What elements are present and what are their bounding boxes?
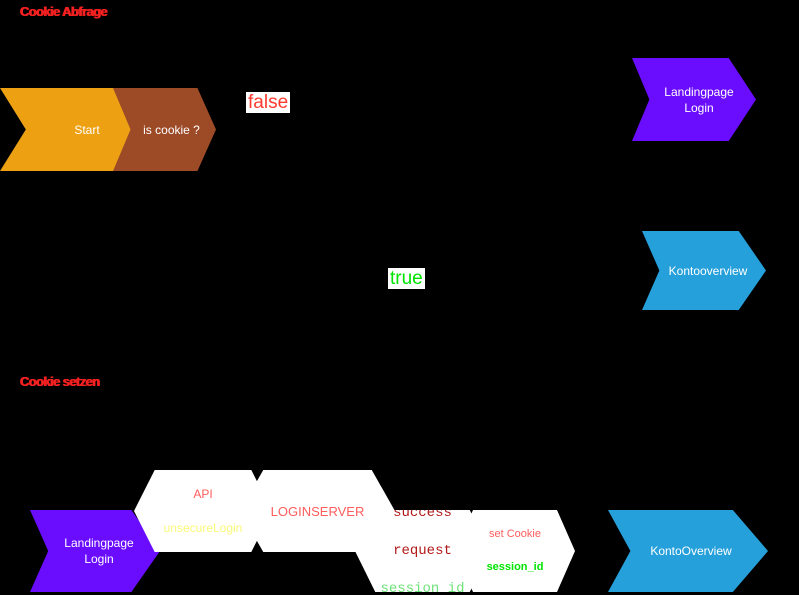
node-api-line2: unsecureLogin	[163, 521, 243, 535]
node-loginserver-label: LOGINSERVER	[270, 503, 365, 519]
node-konto-overview-bottom[interactable]: KontoOverview	[608, 510, 768, 592]
node-is-cookie-label: is cookie ?	[143, 122, 200, 137]
section-title-cookie-setzen: Cookie setzen	[20, 374, 100, 389]
node-set-cookie-line1: set Cookie	[489, 528, 541, 540]
node-kontooverview-label: Kontooverview	[668, 263, 748, 278]
node-landingpage-login-bottom-label: Landingpage Login	[64, 536, 134, 566]
node-api-line1: API	[193, 487, 213, 501]
node-landingpage-login-top-label: Landingpage Login	[664, 84, 734, 115]
node-start-label: Start	[74, 122, 100, 137]
node-set-cookie[interactable]: set Cookie session_id	[455, 510, 575, 592]
node-success-request-text-group: success request session_id	[380, 505, 465, 595]
node-success-request-line2: request	[393, 543, 452, 559]
node-set-cookie-text-group: set Cookie session_id	[486, 510, 544, 592]
node-landingpage-login-top[interactable]: Landingpage Login	[632, 58, 756, 141]
edge-label-false: false	[246, 92, 291, 113]
section-title-cookie-abfrage: Cookie Abfrage	[20, 4, 108, 19]
edge-label-true: true	[388, 268, 425, 289]
node-success-request-line1: success	[393, 505, 452, 521]
node-set-cookie-line2: session_id	[486, 561, 544, 573]
node-konto-overview-bottom-label: KontoOverview	[650, 544, 732, 558]
node-success-request-line3: session_id	[380, 581, 465, 595]
node-api-text-group: API unsecureLogin	[163, 470, 243, 552]
node-kontooverview[interactable]: Kontooverview	[642, 231, 766, 310]
